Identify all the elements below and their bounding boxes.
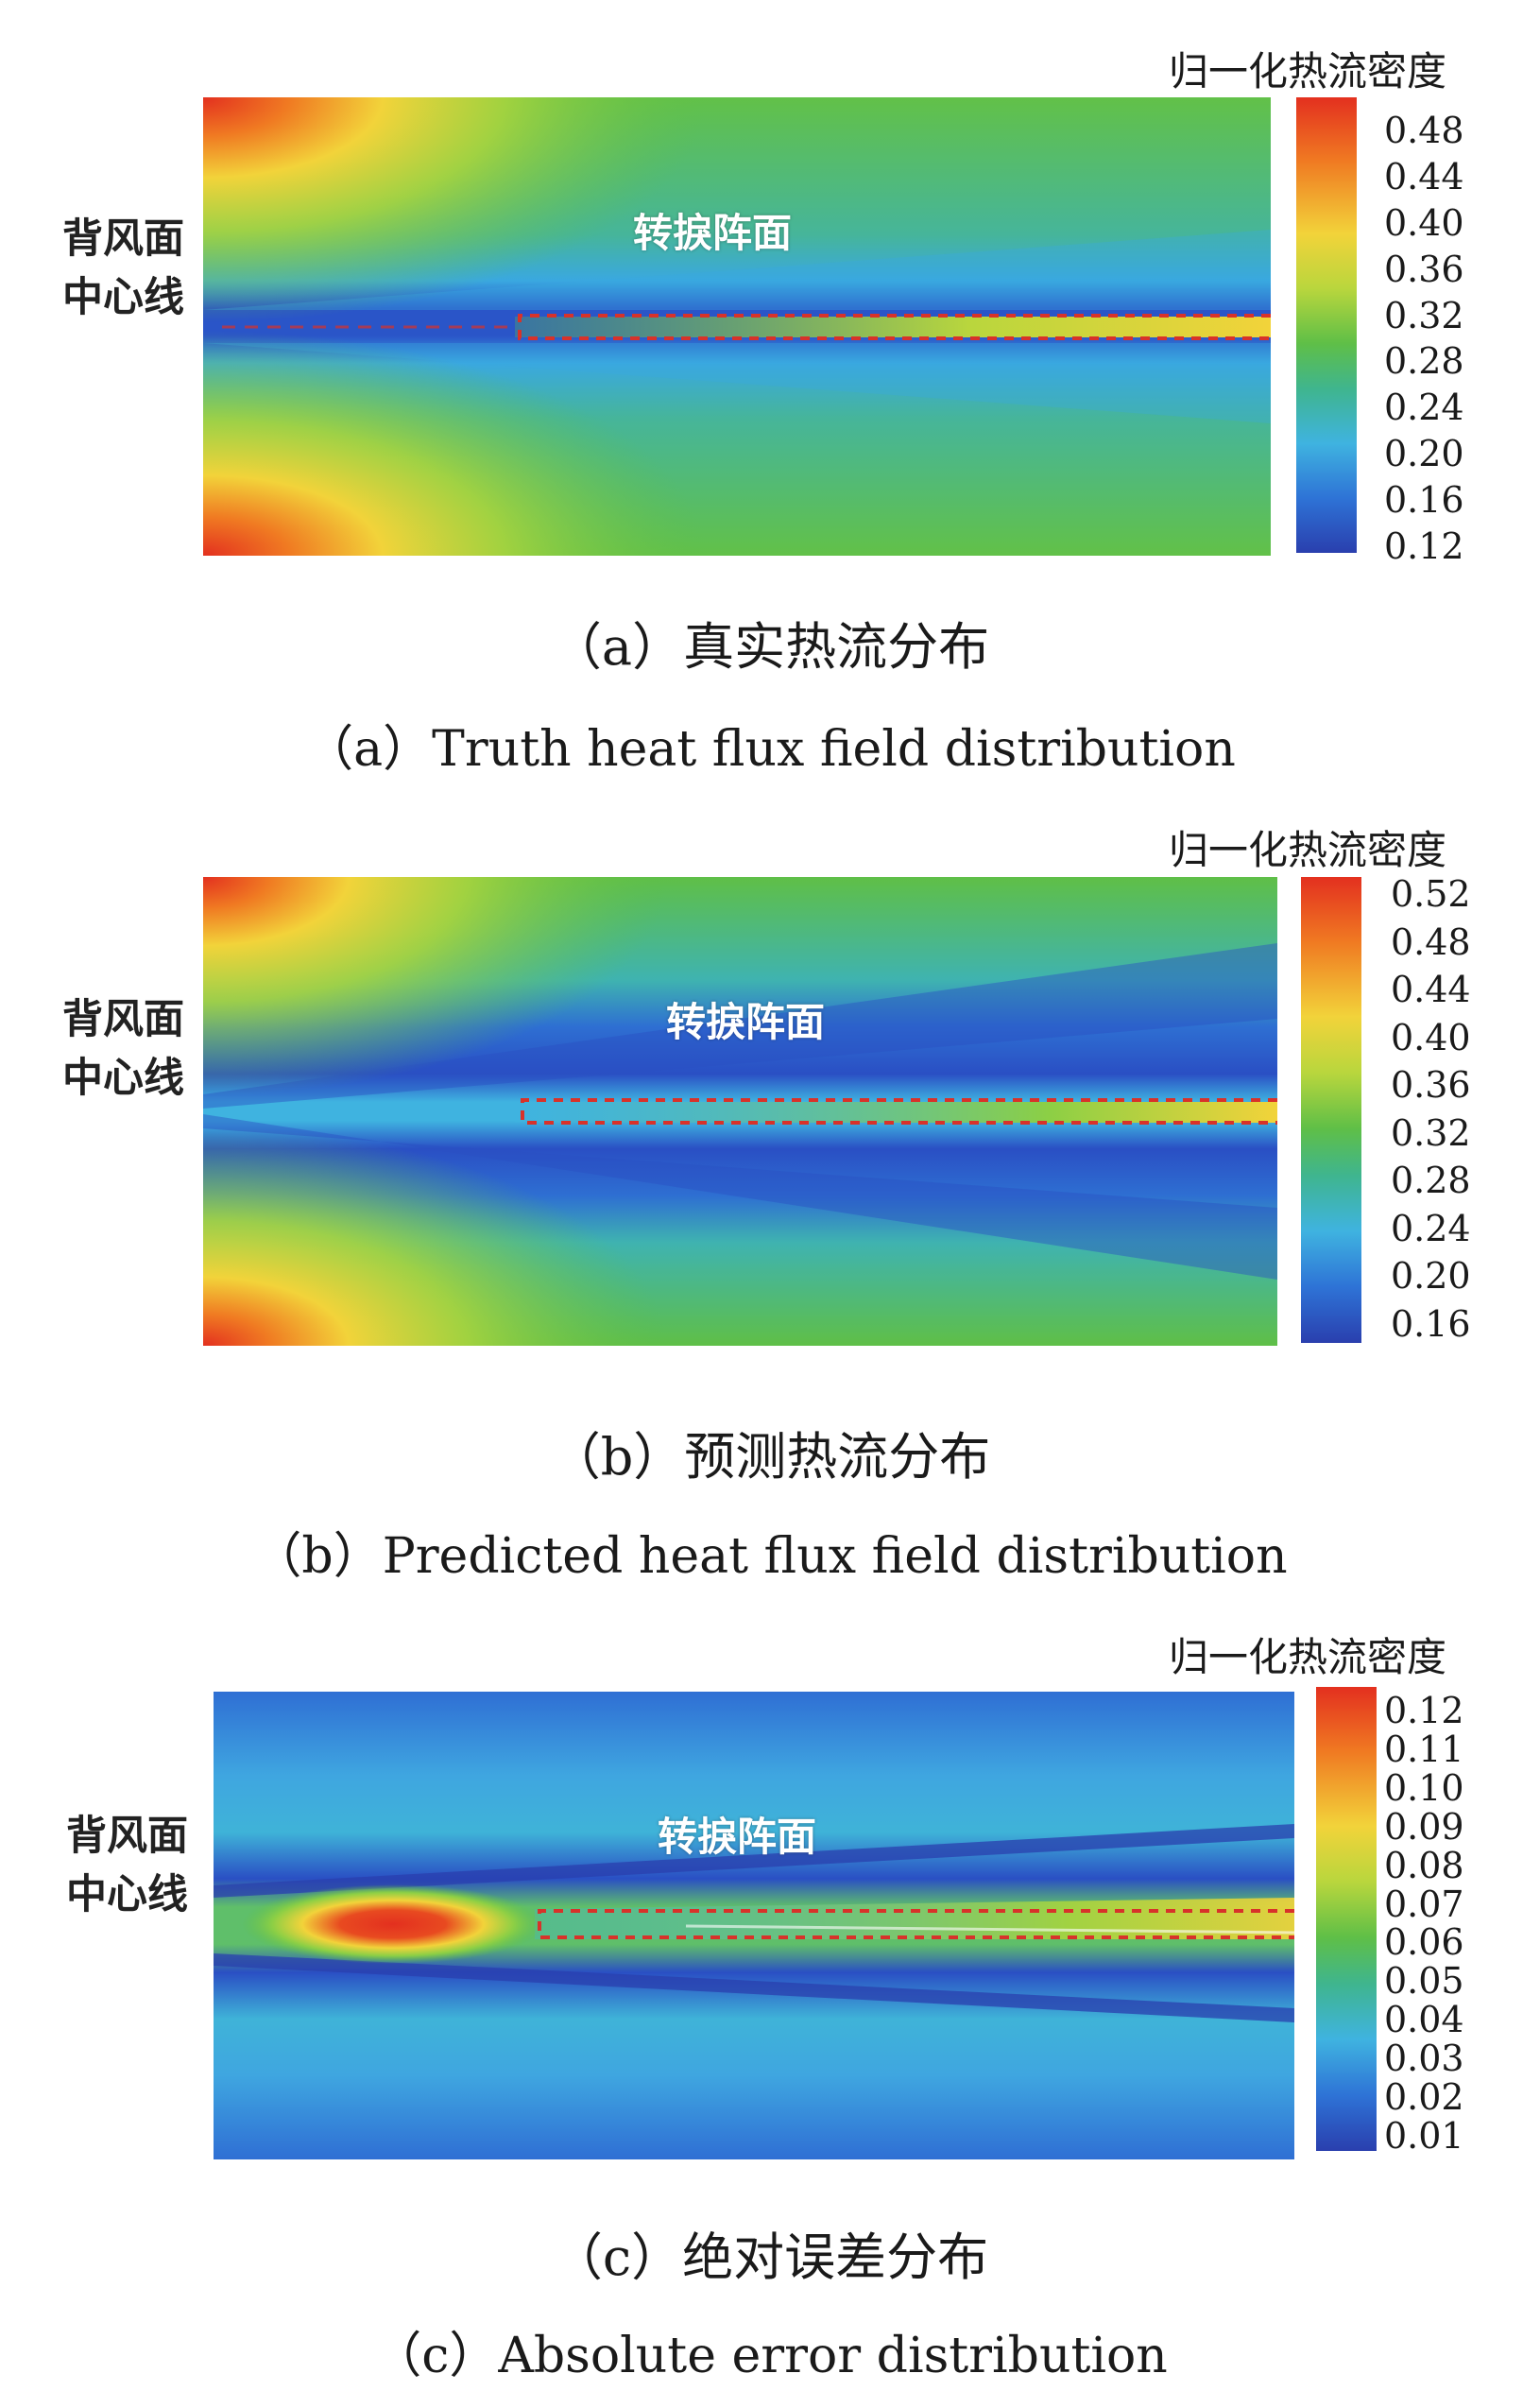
colorbar-tick-label: 0.02 <box>1384 2076 1464 2119</box>
heatmap-b: 转捩阵面 <box>203 877 1277 1346</box>
caption-cn: （b）预测热流分布 <box>549 1427 991 1487</box>
heatmap-c: 转捩阵面 <box>214 1692 1294 2159</box>
colorbar-tick-label: 0.04 <box>1384 1999 1464 2041</box>
colorbar-tick-label: 0.12 <box>1384 525 1464 567</box>
colorbar-tick-label: 0.03 <box>1384 2038 1464 2080</box>
colorbar-tick-label: 0.32 <box>1391 1111 1471 1154</box>
colorbar-tick-label: 0.11 <box>1384 1728 1464 1770</box>
caption-cn: （a）真实热流分布 <box>550 617 990 677</box>
colorbar-tick-label: 0.48 <box>1391 920 1471 963</box>
colorbar-tick-label: 0.36 <box>1391 1064 1471 1107</box>
heatmap-a-svg <box>203 97 1271 556</box>
transition-front-label: 转捩阵面 <box>633 210 793 256</box>
colorbar-tick-label: 0.28 <box>1391 1160 1471 1202</box>
colorbar-tick-label: 0.36 <box>1384 248 1464 290</box>
heatmap-a: 转捩阵面 <box>203 97 1271 556</box>
colorbar-tick-label: 0.05 <box>1384 1960 1464 2003</box>
colorbar-tick-label: 0.06 <box>1384 1921 1464 1964</box>
colorbar <box>1301 877 1361 1343</box>
colorbar-tick-label: 0.08 <box>1384 1844 1464 1886</box>
leeward-centerline-label: 背风面 中心线 <box>66 1807 188 1924</box>
colorbar-title: 归一化热流密度 <box>1169 827 1447 873</box>
colorbar-tick-label: 0.01 <box>1384 2115 1464 2157</box>
colorbar-tick-label: 0.48 <box>1384 110 1464 151</box>
leeward-label-line2: 中心线 <box>66 1871 188 1918</box>
transition-front-label: 转捩阵面 <box>666 999 826 1045</box>
colorbar-tick-label: 0.24 <box>1391 1207 1471 1249</box>
caption-en: （c）Absolute error distribution <box>372 2328 1168 2384</box>
colorbar-tick-label: 0.24 <box>1384 387 1464 429</box>
colorbar-tick-label: 0.09 <box>1384 1805 1464 1848</box>
leeward-centerline-label: 背风面 中心线 <box>62 210 184 327</box>
colorbar <box>1296 97 1357 553</box>
colorbar <box>1316 1687 1377 2151</box>
leeward-centerline-label: 背风面 中心线 <box>62 990 184 1108</box>
caption-en: （a）Truth heat flux field distribution <box>304 721 1236 778</box>
colorbar-tick-label: 0.40 <box>1384 201 1464 244</box>
leeward-label-line1: 背风面 <box>62 215 184 263</box>
colorbar-tick-label: 0.16 <box>1391 1303 1471 1345</box>
transition-front-label: 转捩阵面 <box>658 1814 817 1860</box>
colorbar-tick-label: 0.16 <box>1384 479 1464 522</box>
colorbar-tick-label: 0.44 <box>1391 969 1471 1011</box>
leeward-label-line1: 背风面 <box>62 996 184 1043</box>
leeward-label-line2: 中心线 <box>62 1055 184 1102</box>
colorbar-tick-label: 0.20 <box>1391 1255 1471 1298</box>
colorbar-tick-label: 0.32 <box>1384 294 1464 336</box>
leeward-label-line2: 中心线 <box>62 274 184 321</box>
colorbar-tick-label: 0.52 <box>1391 873 1471 915</box>
caption-en: （b）Predicted heat flux field distributio… <box>252 1528 1288 1585</box>
heatmap-c-svg <box>214 1692 1294 2159</box>
colorbar-tick-label: 0.07 <box>1384 1883 1464 1925</box>
colorbar-tick-label: 0.28 <box>1384 340 1464 383</box>
caption-cn: （c）绝对误差分布 <box>551 2227 989 2287</box>
colorbar-tick-label: 0.40 <box>1391 1016 1471 1058</box>
leeward-label-line1: 背风面 <box>66 1813 188 1860</box>
colorbar-title: 归一化热流密度 <box>1169 1634 1447 1680</box>
colorbar-tick-label: 0.10 <box>1384 1766 1464 1809</box>
colorbar-tick-label: 0.44 <box>1384 155 1464 198</box>
colorbar-tick-label: 0.12 <box>1384 1690 1464 1731</box>
colorbar-tick-label: 0.20 <box>1384 433 1464 475</box>
heatmap-b-svg <box>203 877 1277 1346</box>
colorbar-title: 归一化热流密度 <box>1169 48 1447 95</box>
